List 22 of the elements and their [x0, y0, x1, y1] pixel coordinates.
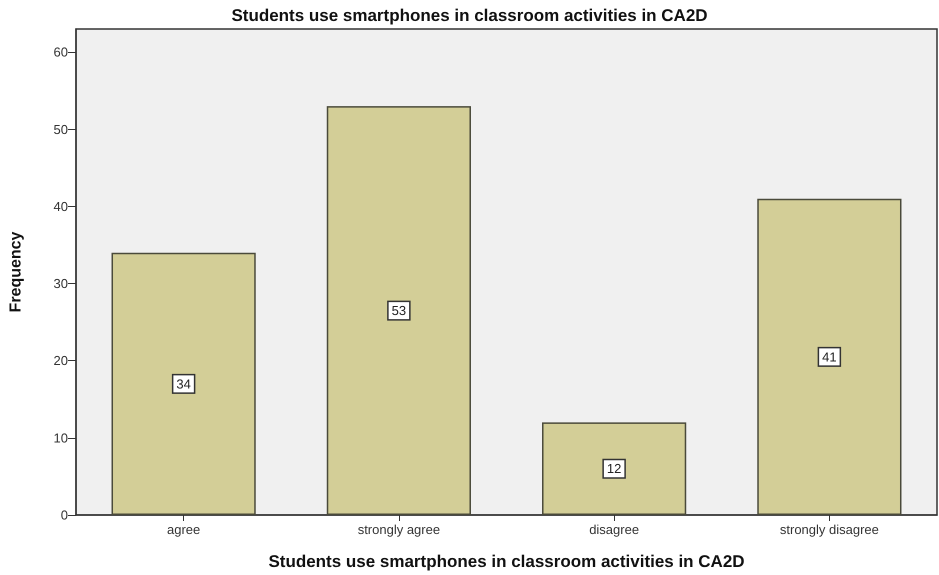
bar: [112, 252, 256, 515]
x-tick-label: agree: [167, 522, 200, 537]
y-tick-label: 20: [54, 353, 68, 368]
x-tick-label: disagree: [589, 522, 640, 537]
data-label: 34: [176, 376, 191, 392]
chart-title: Students use smartphones in classroom activities in CA2D: [231, 6, 708, 25]
data-label: 41: [822, 349, 837, 364]
y-tick-label: 60: [54, 44, 68, 60]
y-tick-label: 30: [54, 276, 68, 292]
bar: [326, 106, 471, 515]
x-axis-title: Students use smartphones in classroom activities in CA2D: [268, 552, 745, 571]
data-label: 12: [606, 461, 622, 476]
y-axis-title: Frequency: [8, 231, 24, 312]
data-label: 53: [392, 303, 406, 318]
x-tick-label: strongly disagree: [780, 522, 879, 537]
y-tick-label: 50: [54, 122, 68, 137]
bar: [542, 422, 686, 515]
bar: [757, 198, 902, 515]
y-tick-label: 0: [60, 508, 68, 522]
y-tick-label: 40: [54, 198, 68, 214]
x-tick-label: strongly agree: [358, 522, 440, 537]
y-tick-label: 10: [54, 430, 68, 446]
